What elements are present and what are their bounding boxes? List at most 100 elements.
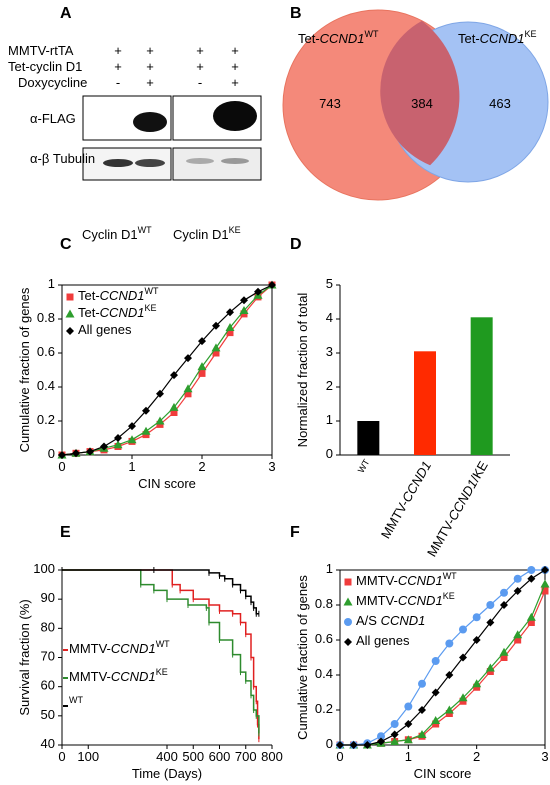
series-line bbox=[340, 583, 546, 746]
marker bbox=[390, 730, 399, 739]
y-tick-label: 2 bbox=[326, 378, 333, 393]
y-tick-label: 0.8 bbox=[315, 596, 333, 611]
y-tick-label: 40 bbox=[41, 736, 55, 751]
y-tick-label: 0.6 bbox=[37, 344, 55, 359]
x-axis-title: CIN score bbox=[414, 766, 472, 781]
marker bbox=[226, 329, 234, 337]
band bbox=[133, 112, 167, 132]
legend-label: All genes bbox=[356, 633, 410, 648]
marker bbox=[459, 625, 467, 634]
y-tick-label: 0 bbox=[326, 446, 333, 461]
band bbox=[213, 101, 257, 131]
marker bbox=[66, 327, 74, 335]
condition-sign: + bbox=[231, 59, 239, 74]
y-axis-title: Normalized fraction of total bbox=[295, 293, 310, 448]
set-count: 463 bbox=[489, 96, 511, 111]
x-tick-label: WT bbox=[356, 457, 372, 475]
condition-sign: - bbox=[116, 75, 120, 90]
x-tick-label: 800 bbox=[261, 749, 283, 764]
x-tick-label: 1 bbox=[405, 749, 412, 764]
marker bbox=[431, 657, 440, 665]
legend-label: WT bbox=[69, 695, 83, 705]
marker bbox=[526, 612, 536, 621]
y-tick-label: 0.2 bbox=[37, 412, 55, 427]
marker bbox=[486, 618, 495, 627]
marker bbox=[65, 309, 75, 318]
condition-sign: + bbox=[231, 43, 239, 58]
y-tick-label: 0 bbox=[326, 736, 333, 751]
legend-label: MMTV-CCND1KE bbox=[69, 667, 168, 684]
marker bbox=[499, 647, 509, 656]
legend-label: All genes bbox=[78, 322, 132, 337]
survival-curve bbox=[62, 569, 260, 740]
marker bbox=[472, 613, 481, 622]
condition-sign: + bbox=[196, 59, 204, 74]
condition-sign: + bbox=[146, 43, 154, 58]
y-tick-label: 80 bbox=[41, 620, 55, 635]
marker bbox=[128, 422, 136, 431]
y-axis-title: Cumulative fraction of genes bbox=[295, 575, 310, 740]
band bbox=[186, 158, 214, 164]
marker bbox=[363, 741, 372, 749]
marker bbox=[212, 321, 220, 330]
set-label: Tet-CCND1WT bbox=[298, 29, 379, 46]
marker bbox=[343, 597, 353, 606]
marker bbox=[418, 679, 426, 688]
marker bbox=[445, 639, 454, 648]
marker bbox=[404, 720, 413, 728]
marker bbox=[404, 702, 413, 711]
marker bbox=[156, 389, 164, 398]
series-line bbox=[340, 569, 545, 746]
marker bbox=[155, 416, 165, 425]
x-tick-label: MMTV-CCND1/KE bbox=[424, 458, 491, 559]
y-tick-label: 4 bbox=[326, 310, 333, 325]
y-tick-label: 0.6 bbox=[315, 631, 333, 646]
marker bbox=[527, 566, 536, 574]
marker bbox=[170, 409, 178, 416]
band bbox=[221, 158, 249, 164]
x-tick-label: 0 bbox=[58, 459, 65, 474]
marker bbox=[500, 601, 508, 609]
marker bbox=[513, 574, 522, 583]
marker bbox=[212, 349, 220, 357]
x-tick-label: 500 bbox=[182, 749, 204, 764]
marker bbox=[541, 587, 549, 595]
y-tick-label: 0.8 bbox=[37, 310, 55, 325]
marker bbox=[198, 337, 206, 346]
series-line bbox=[61, 284, 273, 456]
marker bbox=[268, 281, 276, 289]
marker bbox=[142, 406, 150, 415]
marker bbox=[198, 369, 206, 377]
lane-label: Cyclin D1KE bbox=[173, 225, 241, 242]
x-axis-title: CIN score bbox=[138, 476, 196, 491]
series-line bbox=[61, 284, 273, 456]
panel-label: D bbox=[290, 236, 302, 253]
y-tick-label: 3 bbox=[326, 344, 333, 359]
marker bbox=[514, 636, 522, 644]
marker bbox=[336, 741, 344, 749]
lane-label: Cyclin D1WT bbox=[82, 225, 152, 242]
plot-frame bbox=[61, 284, 273, 456]
legend-label: MMTV-CCND1KE bbox=[356, 591, 455, 608]
marker bbox=[390, 737, 400, 745]
marker bbox=[403, 735, 413, 744]
marker bbox=[127, 435, 137, 444]
marker bbox=[540, 579, 550, 588]
marker bbox=[225, 323, 235, 331]
marker bbox=[197, 362, 207, 371]
marker bbox=[184, 354, 192, 363]
condition-sign: + bbox=[231, 75, 239, 90]
marker bbox=[239, 306, 249, 314]
marker bbox=[418, 706, 426, 714]
marker bbox=[184, 390, 192, 398]
plot-frame bbox=[339, 569, 546, 746]
x-tick-label: 100 bbox=[77, 749, 99, 764]
marker bbox=[344, 578, 352, 586]
marker bbox=[377, 732, 385, 741]
marker bbox=[141, 426, 151, 435]
marker bbox=[58, 451, 66, 459]
marker bbox=[500, 588, 508, 597]
marker bbox=[344, 638, 352, 646]
y-tick-label: 1 bbox=[326, 412, 333, 427]
